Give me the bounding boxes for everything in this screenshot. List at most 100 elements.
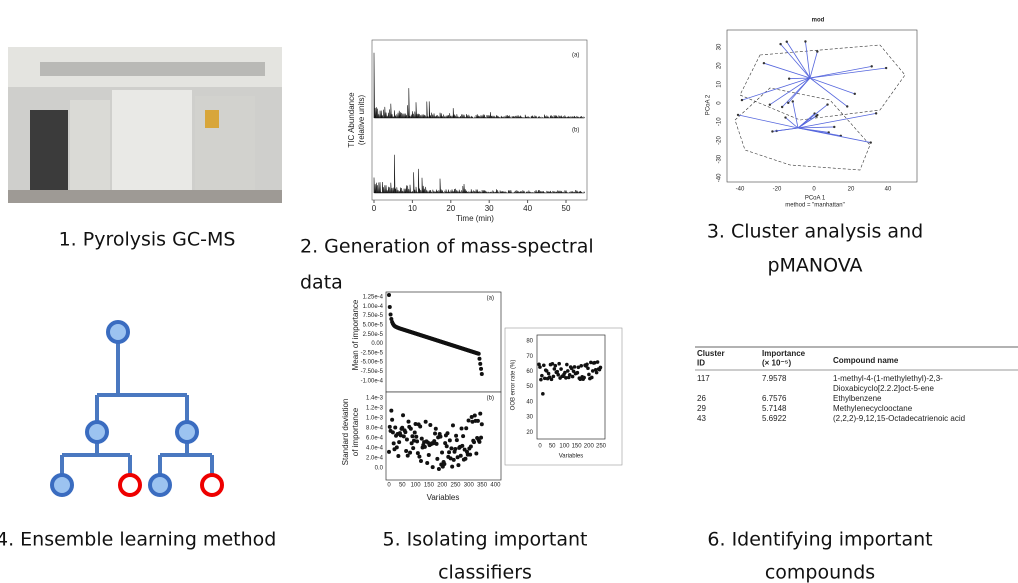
dot — [438, 434, 443, 439]
plot-frame — [536, 334, 606, 440]
dot — [434, 441, 439, 446]
dot — [435, 456, 440, 461]
label: 1.2e-3 — [366, 406, 384, 412]
dot — [556, 372, 560, 377]
label: 30 — [717, 43, 723, 50]
dot — [590, 375, 594, 380]
point — [791, 100, 794, 103]
dot — [472, 440, 477, 445]
point — [816, 50, 819, 53]
label: 350 — [477, 483, 488, 489]
label: 0 — [812, 187, 816, 193]
dot — [468, 452, 473, 457]
point — [874, 112, 878, 115]
dot — [478, 411, 483, 416]
dot — [552, 367, 557, 371]
label: Time (min) — [456, 214, 494, 223]
label: 50 — [549, 444, 556, 450]
dot — [415, 451, 420, 456]
label: Variables — [559, 454, 584, 460]
dot — [598, 365, 603, 370]
label: 70 — [526, 354, 533, 360]
dot — [549, 377, 554, 382]
spider-line — [787, 77, 811, 104]
dot — [401, 413, 406, 418]
label: (a) — [487, 296, 494, 302]
dot — [566, 369, 570, 373]
spider-line — [792, 101, 799, 129]
point — [771, 130, 774, 133]
dot — [478, 361, 483, 366]
point — [768, 103, 772, 106]
point — [827, 131, 830, 134]
label: 1.4e-3 — [366, 396, 384, 402]
dot — [582, 375, 586, 380]
label: 2.50e-5 — [363, 332, 384, 338]
label: 117 — [697, 374, 710, 383]
label: 80 — [526, 339, 533, 345]
label: TIC Abundance — [347, 92, 356, 148]
spider-line — [780, 43, 811, 79]
spider-line — [797, 104, 828, 129]
label: 100 — [559, 444, 570, 450]
label: 6.0e-4 — [366, 436, 384, 442]
spider-line — [797, 115, 817, 129]
dot — [555, 369, 560, 374]
label: 5.7148 — [762, 404, 787, 413]
dot — [406, 419, 411, 424]
label: 100 — [411, 483, 422, 489]
label: 1.00e-4 — [363, 304, 384, 310]
dot — [447, 438, 452, 443]
dot — [454, 438, 459, 443]
label: (relative units) — [357, 95, 366, 146]
label: -20 — [773, 187, 782, 193]
dot — [537, 362, 541, 367]
caption: 3. Cluster analysis and — [707, 221, 923, 243]
label: Dioxabicyclo[2.2.2]oct-5-ene — [833, 384, 934, 393]
label: PCoA 2 — [706, 94, 712, 115]
dot — [538, 365, 542, 369]
dot — [474, 451, 479, 456]
label: 400 — [490, 483, 501, 489]
tree-icon — [60, 332, 214, 485]
caption: classifiers — [438, 562, 532, 583]
label: 0.0 — [375, 466, 384, 472]
label: 40 — [526, 399, 533, 405]
dot — [453, 447, 458, 452]
label: -10 — [717, 117, 723, 126]
dot — [436, 466, 441, 471]
spider-line — [797, 112, 877, 129]
label: 20 — [446, 204, 455, 213]
dot — [391, 441, 396, 446]
label: -40 — [717, 173, 723, 182]
chromatogram — [373, 52, 585, 119]
dot — [479, 366, 484, 371]
label: 50 — [562, 204, 571, 213]
spider-line — [769, 77, 811, 106]
dot — [479, 435, 484, 440]
label: -1.00e-4 — [361, 378, 384, 384]
dot — [592, 360, 597, 365]
label: 10 — [408, 204, 417, 213]
caption: 1. Pyrolysis GC-MS — [59, 229, 236, 251]
dot — [593, 367, 598, 372]
label: (a) — [572, 53, 579, 59]
dot — [413, 422, 418, 427]
label: 0 — [372, 204, 377, 213]
dot — [397, 440, 402, 445]
dot — [447, 450, 452, 455]
dot — [472, 413, 477, 418]
dot — [565, 362, 569, 367]
dot — [564, 376, 568, 380]
dot — [476, 351, 481, 356]
label: -20 — [717, 136, 723, 145]
point — [833, 125, 836, 129]
spider-line — [809, 65, 872, 79]
caption: 5. Isolating important — [383, 529, 588, 551]
dot — [396, 453, 401, 458]
point — [869, 141, 872, 144]
dot — [550, 362, 555, 366]
caption: 4. Ensemble learning method — [0, 529, 276, 551]
dot — [541, 392, 545, 396]
